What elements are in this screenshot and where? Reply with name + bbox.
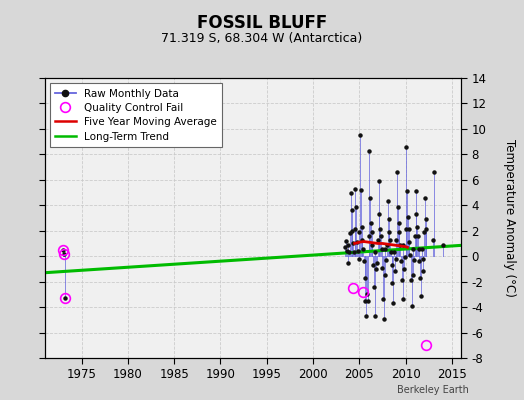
Text: 71.319 S, 68.304 W (Antarctica): 71.319 S, 68.304 W (Antarctica) bbox=[161, 32, 363, 45]
Y-axis label: Temperature Anomaly (°C): Temperature Anomaly (°C) bbox=[503, 139, 516, 297]
Legend: Raw Monthly Data, Quality Control Fail, Five Year Moving Average, Long-Term Tren: Raw Monthly Data, Quality Control Fail, … bbox=[50, 83, 222, 147]
Text: FOSSIL BLUFF: FOSSIL BLUFF bbox=[197, 14, 327, 32]
Text: Berkeley Earth: Berkeley Earth bbox=[397, 385, 469, 395]
